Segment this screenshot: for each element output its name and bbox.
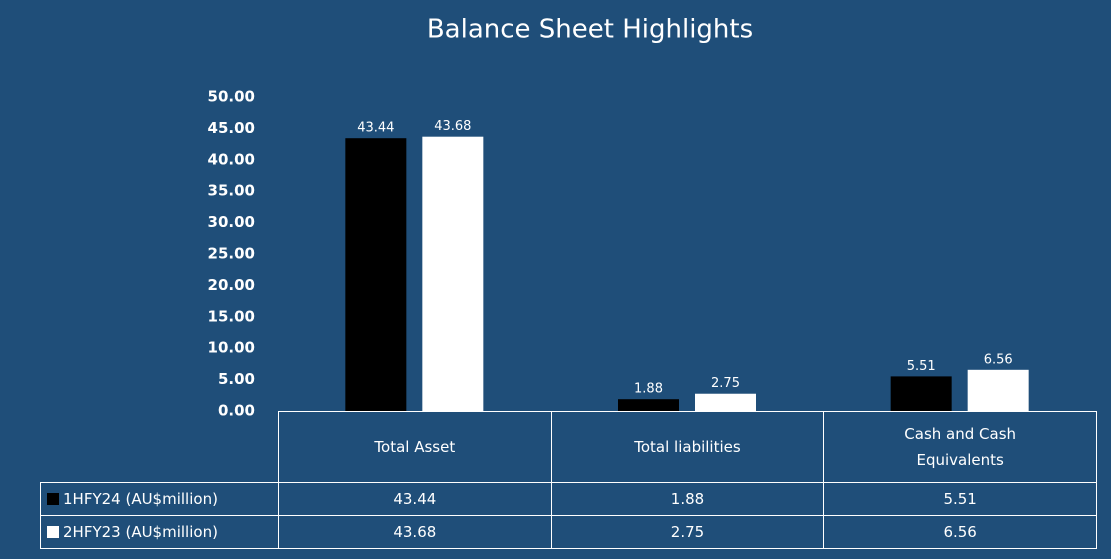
y-tick-label: 0.00 — [218, 402, 255, 420]
data-label: 43.44 — [357, 121, 394, 136]
bar — [422, 136, 484, 411]
y-tick-label: 30.00 — [208, 213, 255, 231]
y-tick-label: 50.00 — [208, 88, 255, 106]
data-label: 5.51 — [907, 359, 936, 374]
y-tick-label: 25.00 — [208, 245, 255, 263]
table-cell: 1.88 — [550, 482, 825, 516]
x-tick-label: Cash and Cash Equivalents — [823, 411, 1097, 483]
legend-label: 2HFY23 (AU$million) — [63, 523, 218, 541]
data-label: 43.68 — [434, 119, 471, 134]
y-tick-label: 10.00 — [208, 339, 255, 357]
legend-key — [47, 493, 59, 505]
bar — [345, 138, 407, 412]
y-tick-label: 20.00 — [208, 276, 255, 294]
bar — [618, 399, 679, 411]
table-cell: 5.51 — [823, 482, 1097, 516]
x-tick-label: Total liabilities — [550, 411, 825, 483]
legend-key — [47, 526, 59, 538]
y-tick-label: 35.00 — [208, 182, 255, 200]
table-cell: 43.68 — [278, 515, 552, 549]
data-label: 2.75 — [711, 376, 740, 391]
bar — [695, 393, 756, 411]
chart-title: Balance Sheet Highlights — [427, 15, 753, 45]
data-label: 1.88 — [634, 382, 663, 397]
legend-label: 1HFY24 (AU$million) — [63, 490, 218, 508]
table-cell: 2.75 — [550, 515, 825, 549]
bar — [890, 376, 952, 411]
x-tick-label: Total Asset — [278, 411, 552, 483]
table-cell: 43.44 — [278, 482, 552, 516]
y-tick-label: 45.00 — [208, 119, 255, 137]
legend-entry: 2HFY23 (AU$million) — [40, 515, 279, 549]
y-tick-label: 40.00 — [208, 150, 255, 168]
table-cell: 6.56 — [823, 515, 1097, 549]
y-tick-label: 5.00 — [218, 370, 255, 388]
bar — [967, 369, 1029, 411]
data-label: 6.56 — [984, 352, 1013, 367]
legend-entry: 1HFY24 (AU$million) — [40, 482, 279, 516]
y-tick-label: 15.00 — [208, 307, 255, 325]
